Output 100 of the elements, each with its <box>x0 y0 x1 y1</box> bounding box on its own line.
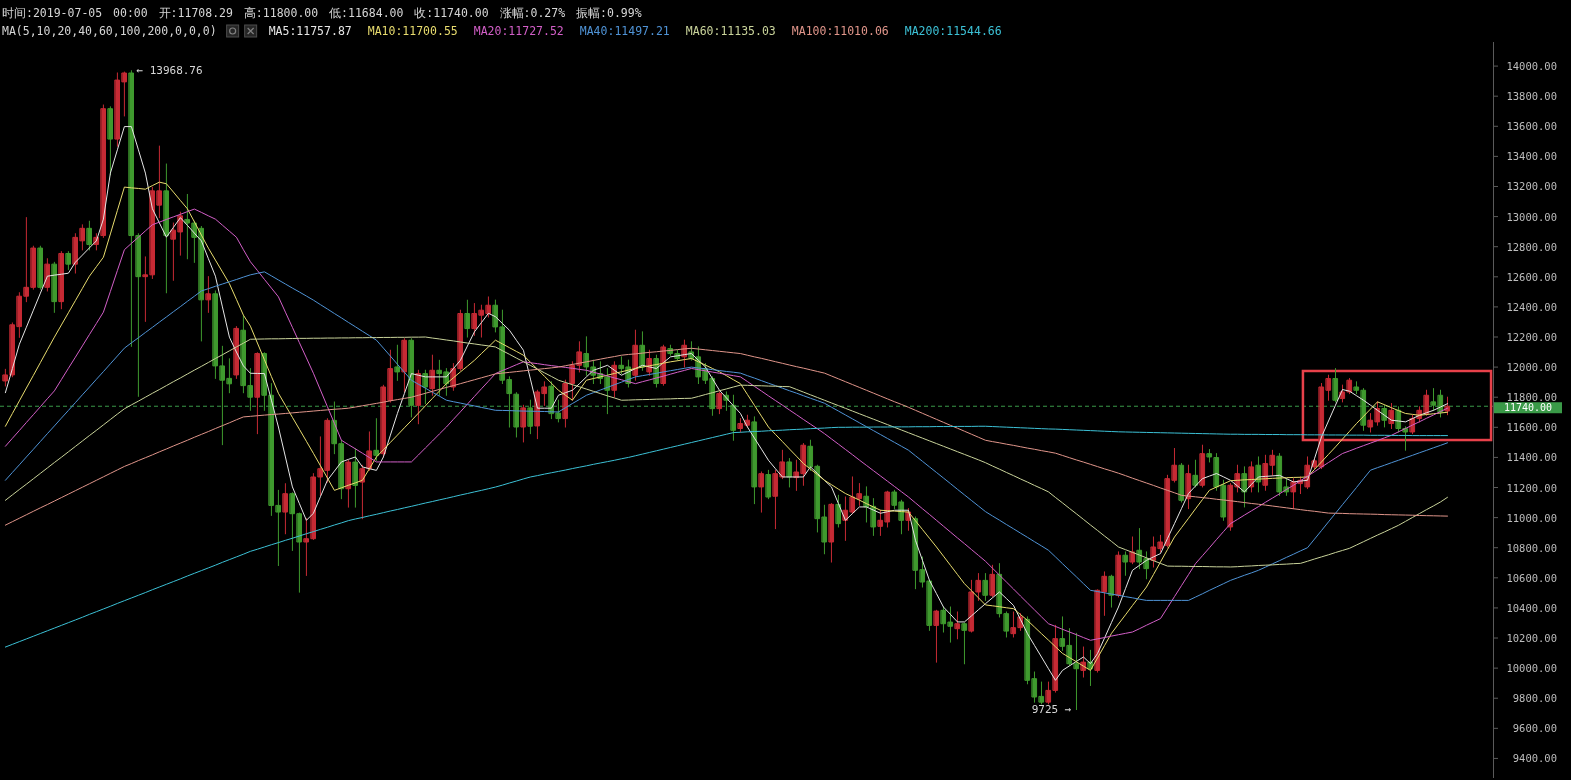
candlestick <box>163 163 169 294</box>
candlestick <box>240 315 247 394</box>
candlestick <box>359 464 366 520</box>
y-tick-label: 10000.00 <box>1506 662 1557 675</box>
y-tick-label: 11400.00 <box>1506 451 1557 464</box>
candlestick <box>1213 453 1220 491</box>
candlestick <box>44 258 50 292</box>
candlestick <box>709 376 716 416</box>
candlestick <box>1346 378 1353 395</box>
candlestick <box>345 459 352 508</box>
candlestick <box>492 299 499 333</box>
candlestick <box>1108 574 1115 608</box>
candlestick <box>79 224 85 251</box>
candlestick <box>142 256 148 322</box>
candlestick <box>282 483 289 535</box>
candlestick <box>1423 389 1430 416</box>
candlestick <box>177 211 183 256</box>
candlestick <box>989 564 996 598</box>
candlestick <box>499 309 506 385</box>
y-tick-label: 10800.00 <box>1506 541 1557 554</box>
candlestick <box>1262 454 1269 491</box>
candlestick <box>1388 403 1395 430</box>
y-tick-label: 11600.00 <box>1506 421 1557 434</box>
candlestick <box>618 356 625 375</box>
candlestick <box>555 399 562 423</box>
candlestick <box>541 381 548 406</box>
candlestick <box>1430 388 1437 411</box>
candlestick <box>303 518 310 576</box>
candlestick <box>800 443 807 486</box>
candlestick <box>100 104 106 238</box>
line-series <box>4 347 1448 526</box>
candlestick <box>898 499 905 535</box>
candlestick <box>478 304 485 338</box>
candlestick <box>583 336 590 376</box>
candlestick <box>919 556 926 588</box>
candlestick <box>198 226 204 342</box>
candlestick <box>954 611 961 640</box>
y-tick-label: 9800.00 <box>1512 692 1557 705</box>
candlestick <box>310 473 317 540</box>
y-tick-label: 13800.00 <box>1506 90 1557 103</box>
candlestick <box>9 322 15 378</box>
y-tick-label: 13000.00 <box>1506 210 1557 223</box>
candlestick <box>212 290 219 379</box>
candlestick <box>1374 401 1381 426</box>
y-tick-label: 12800.00 <box>1506 240 1557 253</box>
candlestick <box>1444 396 1451 416</box>
candlestick <box>226 358 233 394</box>
candlestick <box>380 384 387 458</box>
candlestick <box>1031 671 1038 703</box>
candlestick <box>1325 374 1332 401</box>
candlestick <box>464 299 471 338</box>
candlestick <box>779 449 786 480</box>
y-tick-label: 11200.00 <box>1506 481 1557 494</box>
candlestick <box>408 338 415 418</box>
candlestick <box>884 490 891 528</box>
candlestick <box>1206 449 1213 463</box>
y-tick-label: 10200.00 <box>1506 632 1557 645</box>
candlestick <box>1178 463 1185 503</box>
candlestick <box>205 276 212 313</box>
y-tick-label: 13200.00 <box>1506 180 1557 193</box>
candlestick <box>856 483 863 506</box>
candlestick <box>429 354 436 396</box>
candlestick <box>1171 448 1178 483</box>
candlestick <box>331 401 338 455</box>
candlestick <box>254 352 261 435</box>
candlestick <box>1101 571 1108 616</box>
candlestick <box>268 383 275 516</box>
candlestick <box>527 399 534 435</box>
candlestick <box>751 416 758 505</box>
candlestick <box>1003 611 1010 638</box>
candlestick <box>296 512 303 593</box>
candlestick <box>1122 551 1129 576</box>
candlestick <box>1227 483 1234 531</box>
candlestick <box>1136 528 1143 570</box>
candlestick <box>65 251 71 270</box>
candlestick <box>1157 534 1164 553</box>
candlestick <box>114 72 120 147</box>
candlestick <box>1332 368 1339 403</box>
candlestick <box>373 418 380 461</box>
candlestick <box>1024 616 1031 685</box>
candlestick <box>632 329 639 381</box>
candlestick <box>1129 536 1136 565</box>
candlestick <box>1045 681 1052 705</box>
y-tick-label: 14000.00 <box>1506 60 1557 73</box>
candlestick <box>436 359 443 396</box>
y-tick-label: 12600.00 <box>1506 270 1557 283</box>
candlestick <box>324 418 331 483</box>
candlestick <box>275 489 282 566</box>
candlestick <box>737 418 744 433</box>
candlestick <box>835 494 842 528</box>
candlestick <box>975 573 982 601</box>
candlestick <box>485 296 492 318</box>
line-series <box>4 271 1448 601</box>
candlestick <box>135 233 141 397</box>
candlestick <box>72 233 78 274</box>
candlestick <box>1269 449 1276 476</box>
y-tick-label: 12200.00 <box>1506 331 1557 343</box>
y-tick-label: 12400.00 <box>1506 300 1557 313</box>
line-series <box>4 336 1448 568</box>
candlestick <box>1192 459 1199 488</box>
